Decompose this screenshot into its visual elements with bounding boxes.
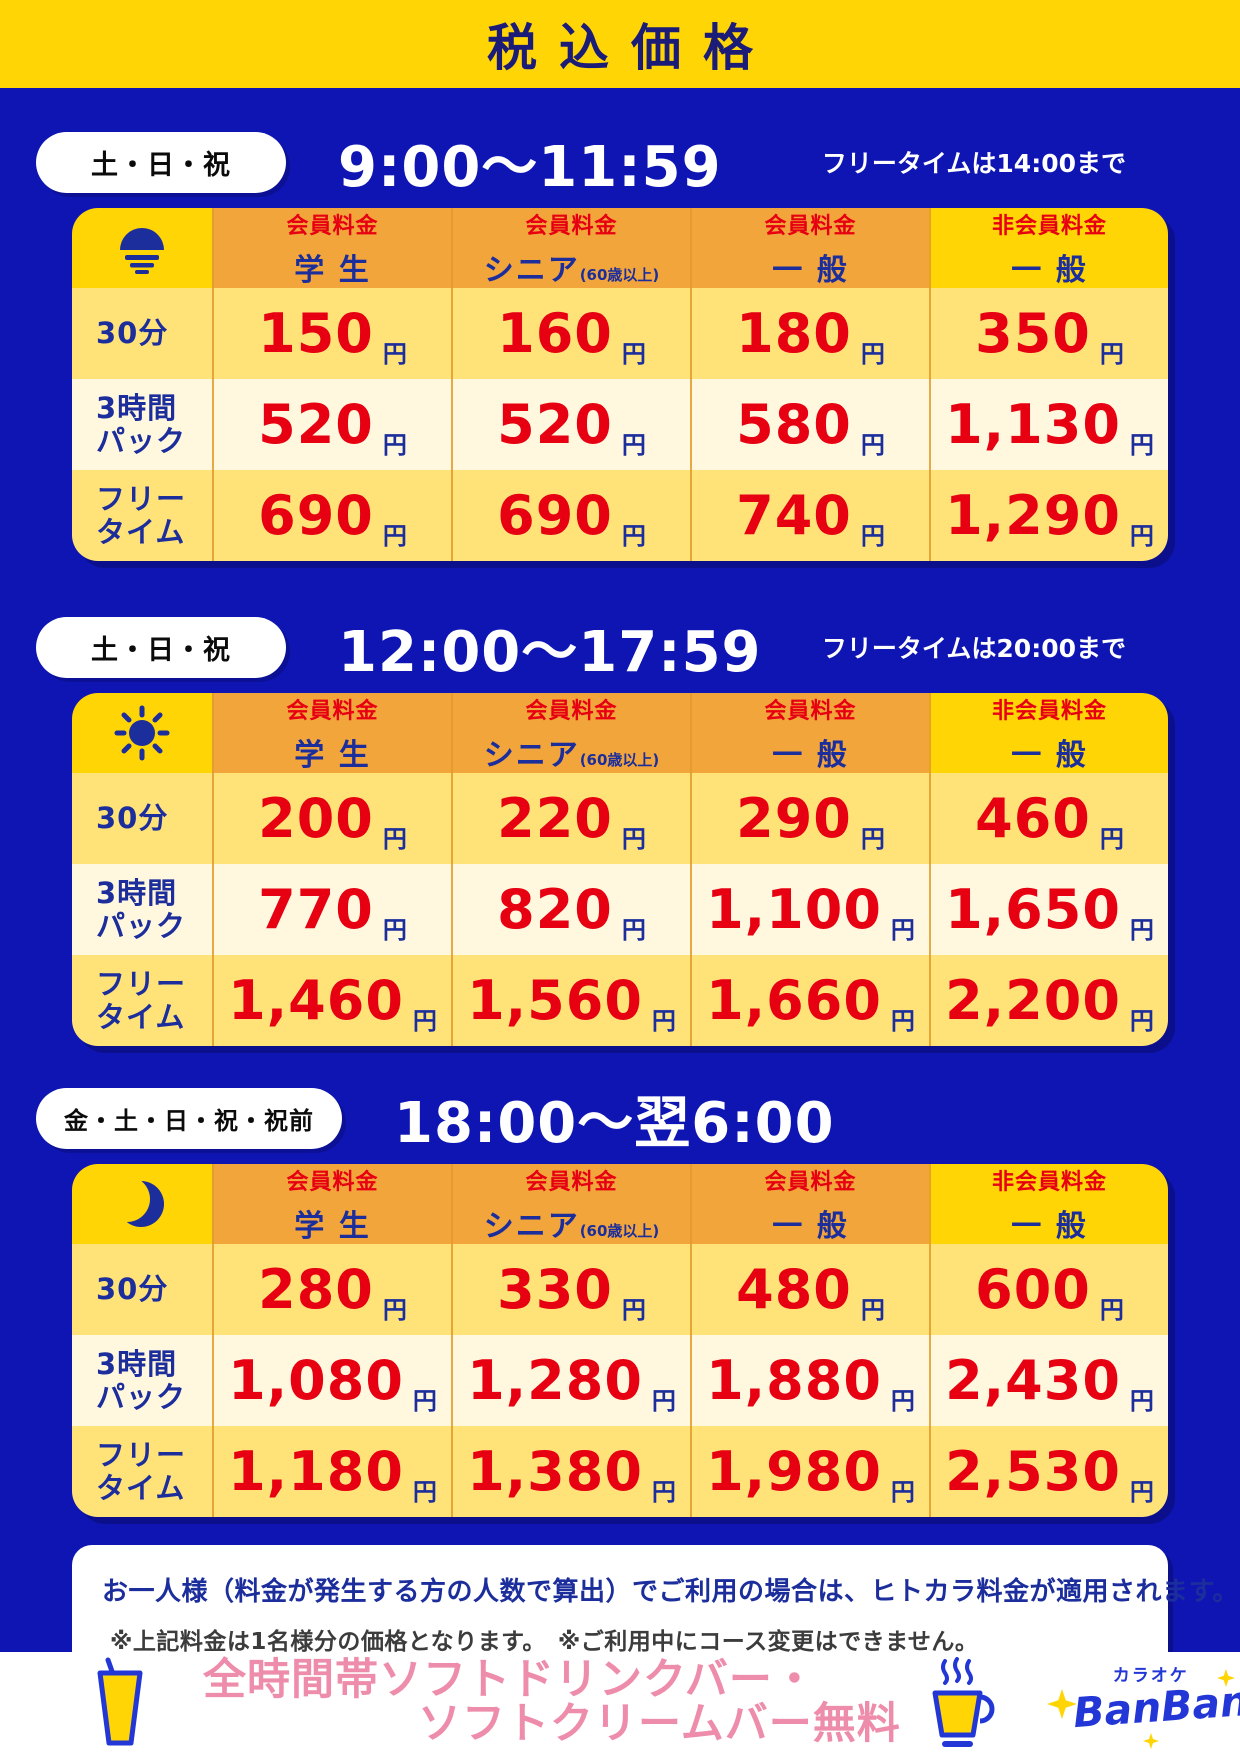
price-cell: 520 円	[212, 379, 451, 470]
price-cell: 600 円	[929, 1244, 1168, 1335]
price-cell: 690 円	[212, 470, 451, 561]
row-label-3hour-pack: 3時間 パック	[72, 1335, 212, 1426]
row-label-3hour-pack: 3時間 パック	[72, 379, 212, 470]
price-cell: 1,130 円	[929, 379, 1168, 470]
page-title: 税込価格	[487, 19, 775, 77]
moon-icon	[113, 1176, 164, 1227]
row-label-30min: 30分	[72, 773, 212, 864]
price-cell: 460 円	[929, 773, 1168, 864]
price-cell: 690 円	[451, 470, 690, 561]
price-cell: 520 円	[451, 379, 690, 470]
price-cell: 1,560 円	[451, 955, 690, 1046]
price-table-night: 会員料金 学 生 会員料金 シニア(60歳以上) 会員料金 一 般 非会員料金 …	[72, 1164, 1168, 1517]
section-head-night: 金・土・日・祝・祝前 18:00〜翌6:00	[36, 1087, 1204, 1156]
col-header-general: 会員料金 一 般	[690, 1164, 929, 1244]
price-cell: 1,460 円	[212, 955, 451, 1046]
price-cell: 1,880 円	[690, 1335, 929, 1426]
row-label-30min: 30分	[72, 288, 212, 379]
price-cell: 1,100 円	[690, 864, 929, 955]
price-cell: 580 円	[690, 379, 929, 470]
row-label-30min: 30分	[72, 1244, 212, 1335]
price-table-daytime: 会員料金 学 生 会員料金 シニア(60歳以上) 会員料金 一 般 非会員料金 …	[72, 693, 1168, 1046]
price-cell: 2,200 円	[929, 955, 1168, 1046]
title-bar: 税込価格	[0, 0, 1240, 88]
price-cell: 160 円	[451, 288, 690, 379]
notice-line-remarks: ※上記料金は1名様分の価格となります。 ※ご利用中にコース変更はできません。	[110, 1629, 979, 1655]
price-cell: 1,980 円	[690, 1426, 929, 1517]
icon-cell-night	[72, 1164, 212, 1244]
day-pill-morning: 土・日・祝	[36, 131, 286, 193]
price-cell: 820 円	[451, 864, 690, 955]
price-cell: 2,430 円	[929, 1335, 1168, 1426]
day-pill-night: 金・土・日・祝・祝前	[36, 1087, 342, 1149]
price-cell: 2,530 円	[929, 1426, 1168, 1517]
price-cell: 280 円	[212, 1244, 451, 1335]
sun-icon	[114, 705, 170, 761]
col-header-senior: 会員料金 シニア(60歳以上)	[451, 208, 690, 288]
star-icon	[1142, 1733, 1159, 1749]
price-cell: 1,380 円	[451, 1426, 690, 1517]
row-label-freetime: フリー タイム	[72, 1426, 212, 1517]
star-icon	[1046, 1689, 1077, 1719]
price-cell: 740 円	[690, 470, 929, 561]
price-cell: 770 円	[212, 864, 451, 955]
price-cell: 1,080 円	[212, 1335, 451, 1426]
price-cell: 480 円	[690, 1244, 929, 1335]
time-range-morning: 9:00〜11:59	[338, 134, 722, 200]
col-header-nonmember: 非会員料金 一 般	[929, 1164, 1168, 1244]
price-cell: 1,290 円	[929, 470, 1168, 561]
star-icon	[1216, 1669, 1235, 1687]
icon-cell-morning	[72, 208, 212, 288]
logo-karaoke-text: カラオケ	[1112, 1666, 1189, 1686]
banban-logo: カラオケ BanBan	[1046, 1655, 1240, 1751]
price-cell: 350 円	[929, 288, 1168, 379]
notice-line-hitokara: お一人様（料金が発生する方の人数で算出）でご利用の場合は、ヒトカラ料金が適用され…	[102, 1577, 1239, 1607]
col-header-general: 会員料金 一 般	[690, 693, 929, 773]
section-head-daytime: 土・日・祝 12:00〜17:59 フリータイムは20:00まで	[36, 616, 1204, 685]
price-cell: 150 円	[212, 288, 451, 379]
logo-banban-text: BanBan	[1071, 1676, 1240, 1738]
time-range-daytime: 12:00〜17:59	[338, 619, 762, 685]
col-header-student: 会員料金 学 生	[212, 693, 451, 773]
price-table-morning: 会員料金 学 生 会員料金 シニア(60歳以上) 会員料金 一 般 非会員料金 …	[72, 208, 1168, 561]
col-header-nonmember: 非会員料金 一 般	[929, 693, 1168, 773]
sunrise-icon	[120, 228, 164, 274]
section-head-morning: 土・日・祝 9:00〜11:59 フリータイムは14:00まで	[36, 131, 1204, 200]
day-pill-daytime: 土・日・祝	[36, 616, 286, 678]
col-header-senior: 会員料金 シニア(60歳以上)	[451, 1164, 690, 1244]
drink-glass-icon	[97, 1657, 143, 1746]
icon-cell-daytime	[72, 693, 212, 773]
time-range-night: 18:00〜翌6:00	[394, 1090, 835, 1156]
price-cell: 290 円	[690, 773, 929, 864]
price-cell: 330 円	[451, 1244, 690, 1335]
col-header-student: 会員料金 学 生	[212, 1164, 451, 1244]
price-cell: 1,280 円	[451, 1335, 690, 1426]
col-header-student: 会員料金 学 生	[212, 208, 451, 288]
col-header-senior: 会員料金 シニア(60歳以上)	[451, 693, 690, 773]
footer-bar: 全時間帯ソフトドリンクバー・ ソフトクリームバー無料 カラオケ BanBan	[0, 1652, 1240, 1754]
footer-free-text: 全時間帯ソフトドリンクバー・ ソフトクリームバー無料	[203, 1655, 901, 1749]
footer-free-line2: ソフトクリームバー無料	[418, 1699, 901, 1749]
price-cell: 1,660 円	[690, 955, 929, 1046]
freetime-note-morning: フリータイムは14:00まで	[821, 149, 1126, 178]
coffee-cup-icon	[932, 1657, 995, 1747]
col-header-nonmember: 非会員料金 一 般	[929, 208, 1168, 288]
price-cell: 180 円	[690, 288, 929, 379]
row-label-freetime: フリー タイム	[72, 470, 212, 561]
row-label-3hour-pack: 3時間 パック	[72, 864, 212, 955]
price-cell: 1,650 円	[929, 864, 1168, 955]
footer-free-line1: 全時間帯ソフトドリンクバー・	[203, 1655, 817, 1706]
row-label-freetime: フリー タイム	[72, 955, 212, 1046]
price-cell: 220 円	[451, 773, 690, 864]
price-cell: 200 円	[212, 773, 451, 864]
freetime-note-daytime: フリータイムは20:00まで	[821, 634, 1126, 663]
col-header-general: 会員料金 一 般	[690, 208, 929, 288]
price-cell: 1,180 円	[212, 1426, 451, 1517]
